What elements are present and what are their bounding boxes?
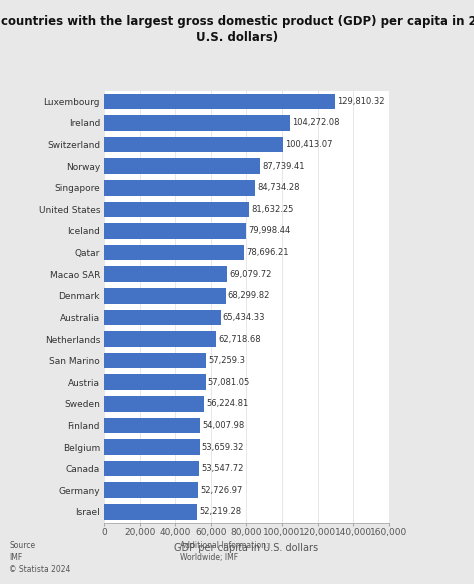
Text: 81,632.25: 81,632.25: [252, 205, 294, 214]
Text: 56,224.81: 56,224.81: [206, 399, 248, 408]
Text: Source
IMF
© Statista 2024: Source IMF © Statista 2024: [9, 541, 71, 574]
Bar: [104, 266, 227, 282]
Bar: [104, 418, 201, 433]
Text: 62,718.68: 62,718.68: [218, 335, 261, 343]
Text: 53,659.32: 53,659.32: [202, 443, 244, 451]
Bar: [104, 245, 244, 260]
Text: 87,739.41: 87,739.41: [263, 162, 305, 171]
Bar: [104, 201, 249, 217]
Text: 52,726.97: 52,726.97: [200, 486, 243, 495]
Bar: [104, 137, 283, 152]
Text: 54,007.98: 54,007.98: [202, 421, 245, 430]
Bar: [104, 93, 335, 109]
Text: 78,696.21: 78,696.21: [246, 248, 289, 257]
Text: 100,413.07: 100,413.07: [285, 140, 332, 149]
Text: The 20 countries with the largest gross domestic product (GDP) per capita in 202: The 20 countries with the largest gross …: [0, 15, 474, 44]
Bar: [104, 374, 206, 390]
Bar: [104, 331, 216, 347]
Bar: [104, 504, 197, 520]
Bar: [104, 396, 204, 412]
X-axis label: GDP per capita in U.S. dollars: GDP per capita in U.S. dollars: [174, 543, 319, 553]
Bar: [104, 461, 200, 477]
Text: 53,547.72: 53,547.72: [201, 464, 244, 473]
Text: Additional Information:
Worldwide; IMF: Additional Information: Worldwide; IMF: [180, 541, 269, 562]
Text: 65,434.33: 65,434.33: [223, 313, 265, 322]
Text: 69,079.72: 69,079.72: [229, 270, 272, 279]
Text: 57,081.05: 57,081.05: [208, 378, 250, 387]
Text: 57,259.3: 57,259.3: [208, 356, 245, 365]
Text: 104,272.08: 104,272.08: [292, 119, 339, 127]
Bar: [104, 288, 226, 304]
Text: 52,219.28: 52,219.28: [199, 507, 241, 516]
Bar: [104, 353, 206, 369]
Text: 79,998.44: 79,998.44: [248, 227, 291, 235]
Text: 68,299.82: 68,299.82: [228, 291, 270, 300]
Bar: [104, 223, 246, 239]
Bar: [104, 158, 260, 174]
Text: 84,734.28: 84,734.28: [257, 183, 300, 192]
Bar: [104, 439, 200, 455]
Bar: [104, 482, 198, 498]
Bar: [104, 310, 220, 325]
Bar: [104, 180, 255, 196]
Bar: [104, 115, 290, 131]
Text: 129,810.32: 129,810.32: [337, 97, 384, 106]
